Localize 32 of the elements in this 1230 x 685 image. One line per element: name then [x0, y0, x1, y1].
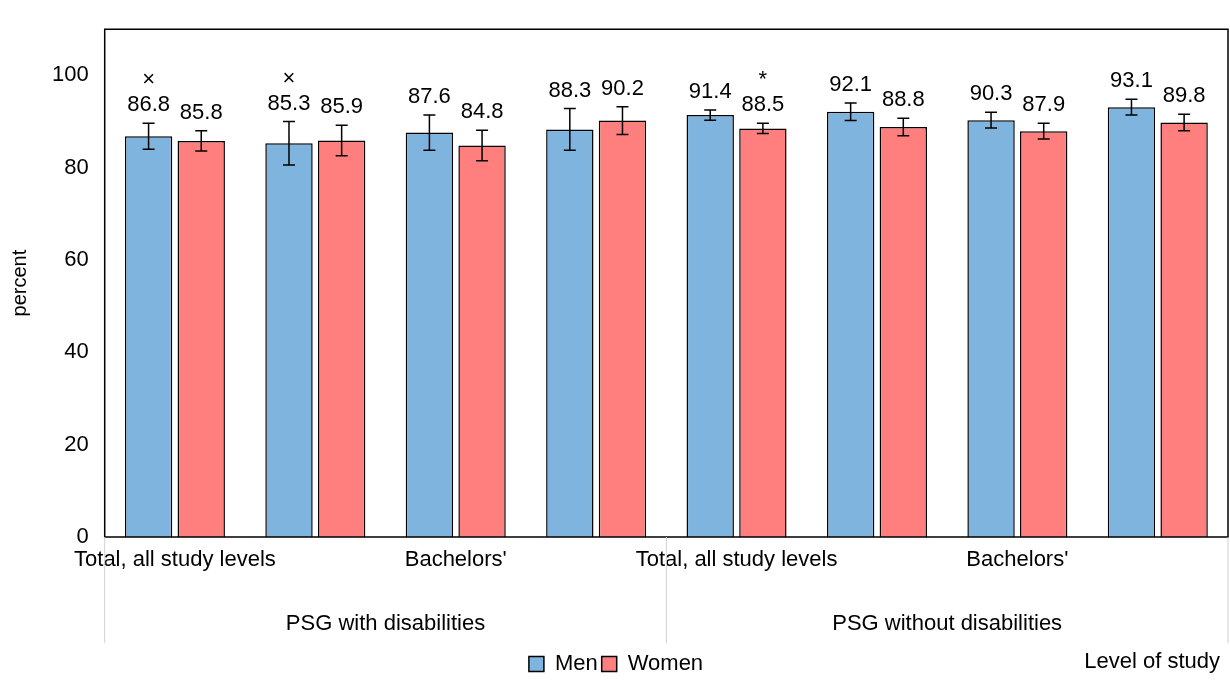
y-tick-label: 100 — [51, 61, 89, 87]
data-label: 84.8 — [460, 98, 504, 124]
data-label: 88.8 — [881, 86, 925, 112]
y-tick-label: 20 — [64, 430, 89, 456]
x-tick-label: Total, all study levels — [74, 546, 276, 572]
x-tick-label: Bachelors' — [966, 546, 1069, 572]
data-label: 88.3 — [548, 76, 592, 102]
data-label: 93.1 — [1110, 67, 1153, 93]
legend-label: Women — [627, 650, 704, 676]
data-label: 90.2 — [601, 74, 644, 100]
data-label: 85.8 — [179, 98, 223, 124]
y-tick-label: 60 — [64, 246, 89, 272]
text: PSG without disabilities — [832, 610, 1063, 636]
text: PSG with disabilities — [285, 610, 486, 636]
data-label: 89.8 — [1162, 82, 1206, 108]
data-label: × 85.3 — [267, 64, 311, 115]
data-label: 85.9 — [320, 93, 364, 119]
data-label: × 86.8 — [127, 66, 170, 117]
y-tick-label: 40 — [64, 338, 89, 364]
data-label: 87.9 — [1022, 91, 1066, 117]
data-label: * 88.5 — [741, 66, 785, 117]
data-label: 91.4 — [688, 77, 732, 103]
data-label: 92.1 — [829, 71, 873, 97]
x-tick-label: Total, all study levels — [635, 546, 838, 572]
data-label: 90.3 — [969, 80, 1013, 106]
data-label: 87.6 — [407, 83, 451, 109]
x-axis-title: Level of study — [1084, 648, 1220, 674]
y-tick-label: 80 — [64, 153, 89, 179]
x-tick-label: Bachelors' — [404, 546, 507, 572]
y-axis-title: percent — [7, 249, 30, 317]
y-tick-label: 0 — [76, 523, 89, 549]
legend-label: Men — [554, 650, 598, 676]
